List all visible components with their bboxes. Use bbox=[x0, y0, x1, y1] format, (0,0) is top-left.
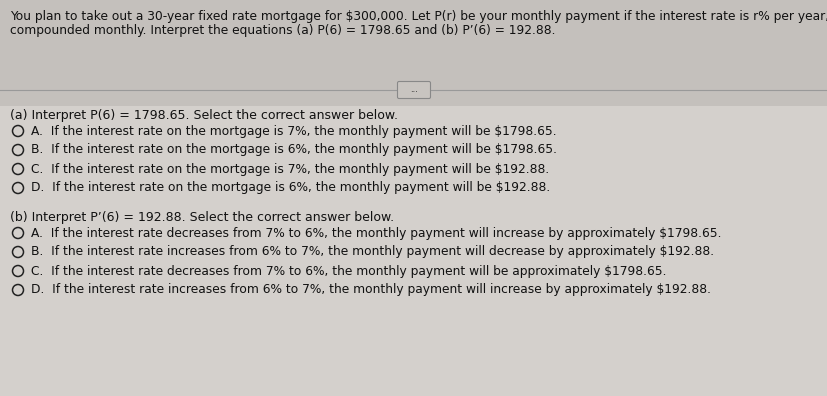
Text: B.  If the interest rate increases from 6% to 7%, the monthly payment will decre: B. If the interest rate increases from 6… bbox=[31, 246, 714, 259]
Text: You plan to take out a 30-year fixed rate mortgage for $300,000. Let P(r) be you: You plan to take out a 30-year fixed rat… bbox=[10, 10, 827, 23]
Text: ...: ... bbox=[409, 86, 418, 95]
Text: C.  If the interest rate on the mortgage is 7%, the monthly payment will be $192: C. If the interest rate on the mortgage … bbox=[31, 162, 549, 175]
Text: compounded monthly. Interpret the equations (a) P(6) = 1798.65 and (b) P’(6) = 1: compounded monthly. Interpret the equati… bbox=[10, 24, 555, 37]
Text: A.  If the interest rate decreases from 7% to 6%, the monthly payment will incre: A. If the interest rate decreases from 7… bbox=[31, 227, 721, 240]
Text: (b) Interpret P’(6) = 192.88. Select the correct answer below.: (b) Interpret P’(6) = 192.88. Select the… bbox=[10, 211, 394, 224]
Text: C.  If the interest rate decreases from 7% to 6%, the monthly payment will be ap: C. If the interest rate decreases from 7… bbox=[31, 265, 667, 278]
Text: D.  If the interest rate increases from 6% to 7%, the monthly payment will incre: D. If the interest rate increases from 6… bbox=[31, 284, 710, 297]
Bar bbox=[0, 0, 827, 106]
Text: (a) Interpret P(6) = 1798.65. Select the correct answer below.: (a) Interpret P(6) = 1798.65. Select the… bbox=[10, 109, 398, 122]
Bar bbox=[0, 106, 827, 396]
FancyBboxPatch shape bbox=[397, 82, 430, 99]
Text: D.  If the interest rate on the mortgage is 6%, the monthly payment will be $192: D. If the interest rate on the mortgage … bbox=[31, 181, 550, 194]
Text: A.  If the interest rate on the mortgage is 7%, the monthly payment will be $179: A. If the interest rate on the mortgage … bbox=[31, 124, 557, 137]
Text: B.  If the interest rate on the mortgage is 6%, the monthly payment will be $179: B. If the interest rate on the mortgage … bbox=[31, 143, 557, 156]
